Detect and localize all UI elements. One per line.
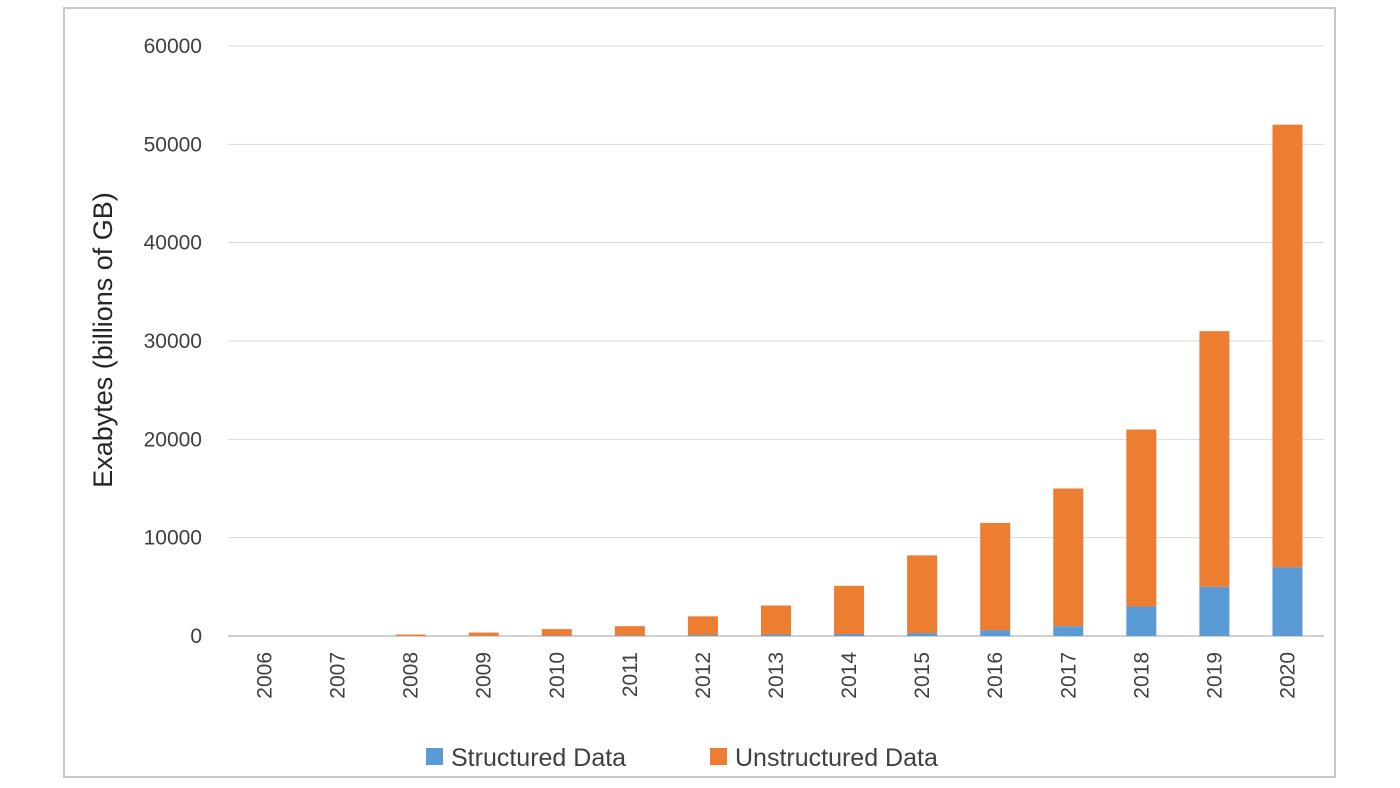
bar-unstructured-2014 — [834, 585, 865, 635]
bar-unstructured-2013 — [761, 605, 791, 635]
x-tick-label: 2016 — [984, 652, 1007, 699]
bar-structured-2019 — [1199, 586, 1230, 636]
bar-structured-2017 — [1053, 626, 1084, 636]
x-tick-labels: 2006 2007 2008 2009 2010 2011 2012 2013 2014 2015… — [254, 652, 1300, 699]
chart-frame — [63, 7, 1336, 778]
y-tick-label: 20000 — [144, 428, 202, 451]
bar-unstructured-2009 — [468, 632, 499, 636]
y-tick-label: 10000 — [144, 527, 202, 550]
x-tick-label: 2020 — [1276, 652, 1299, 699]
y-axis-label: Exabytes (billions of GB) — [88, 192, 118, 488]
x-tick-label: 2019 — [1203, 652, 1226, 699]
bar-structured-2014 — [834, 634, 865, 636]
x-tick-label: 2006 — [254, 652, 277, 699]
y-tick-label: 60000 — [144, 35, 202, 58]
y-tick-label: 0 — [190, 625, 202, 648]
x-tick-label: 2014 — [838, 652, 861, 699]
legend-label-structured: Structured Data — [451, 744, 626, 772]
bars — [395, 124, 1303, 636]
x-tick-label: 2017 — [1057, 652, 1080, 699]
legend-swatch-structured — [426, 748, 443, 765]
x-tick-label: 2009 — [473, 652, 496, 699]
bar-structured-2015 — [907, 633, 938, 636]
y-tick-label: 30000 — [144, 330, 202, 353]
bar-structured-2012 — [687, 635, 718, 636]
bar-unstructured-2010 — [541, 629, 572, 636]
bar-unstructured-2015 — [907, 555, 938, 634]
gridlines — [228, 45, 1324, 637]
bar-unstructured-2017 — [1053, 488, 1084, 627]
legend-swatch-unstructured — [710, 748, 727, 765]
bar-unstructured-2008 — [395, 634, 426, 636]
bar-unstructured-2018 — [1126, 429, 1157, 607]
bar-unstructured-2020 — [1272, 124, 1303, 568]
legend: Structured Data Unstructured Data — [426, 744, 938, 772]
y-tick-labels: 0 10000 20000 30000 40000 50000 60000 — [144, 35, 202, 648]
y-tick-label: 50000 — [144, 133, 202, 156]
x-tick-label: 2011 — [619, 652, 642, 697]
legend-label-unstructured: Unstructured Data — [735, 744, 938, 772]
y-tick-label: 40000 — [144, 232, 202, 255]
x-tick-label: 2018 — [1130, 652, 1153, 699]
bar-structured-2011 — [614, 635, 645, 636]
bar-structured-2018 — [1126, 606, 1157, 636]
bar-structured-2016 — [980, 630, 1011, 636]
x-tick-label: 2007 — [327, 652, 350, 699]
bar-unstructured-2012 — [687, 616, 718, 636]
x-tick-label: 2010 — [546, 652, 569, 699]
bar-unstructured-2019 — [1199, 331, 1230, 587]
bar-unstructured-2011 — [614, 626, 645, 636]
x-tick-label: 2013 — [765, 652, 788, 699]
x-tick-label: 2012 — [692, 652, 715, 699]
x-tick-label: 2008 — [400, 652, 423, 699]
bar-unstructured-2016 — [980, 522, 1011, 631]
x-tick-label: 2015 — [911, 652, 934, 699]
bar-structured-2013 — [761, 634, 791, 636]
bar-structured-2020 — [1272, 567, 1303, 636]
